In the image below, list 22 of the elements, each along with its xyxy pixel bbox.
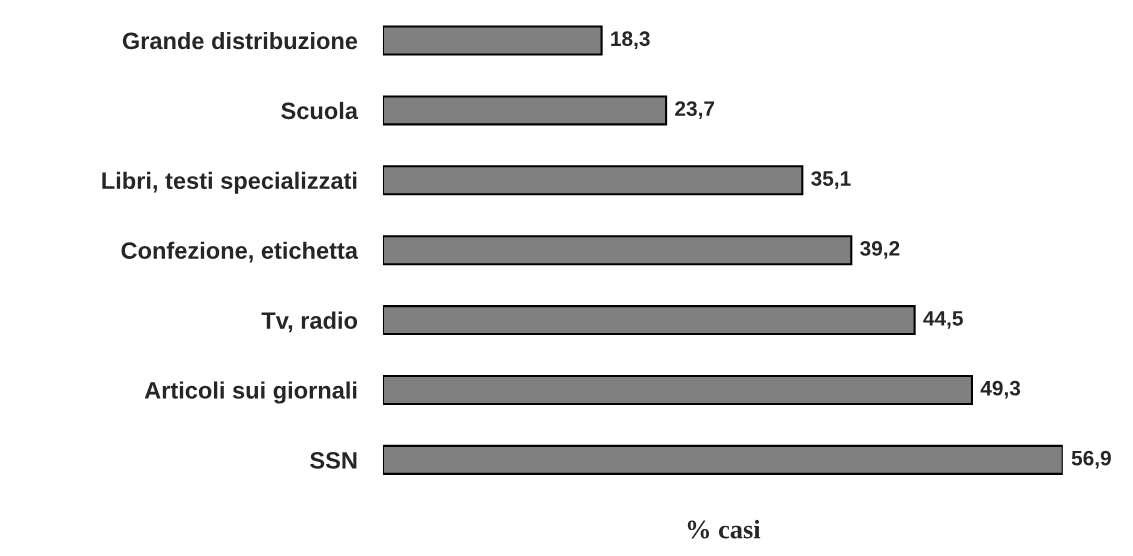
data-label: 44,5: [923, 311, 963, 329]
data-label: 35,1: [811, 171, 851, 189]
data-label: 49,3: [980, 380, 1021, 399]
bar: [382, 165, 804, 196]
y-tick-label: Articoli sui giornali: [144, 381, 357, 404]
data-label: 56,9: [1071, 450, 1111, 469]
bar: [382, 25, 603, 56]
y-tick-label: SSN: [310, 451, 357, 469]
bar: [382, 235, 853, 266]
y-tick-label: Tv, radio: [261, 311, 358, 333]
y-tick-label: Scuola: [281, 101, 359, 120]
data-label: 23,7: [675, 101, 715, 120]
data-label: 39,2: [860, 241, 900, 259]
y-tick-label: Libri, testi specializzati: [102, 171, 357, 194]
bar: [382, 305, 916, 336]
x-axis-title: % casi: [687, 519, 761, 539]
bar: [382, 374, 973, 406]
y-tick-label: Grande distribuzione: [122, 31, 358, 50]
y-tick-label: Confezione, etichetta: [121, 241, 359, 263]
bar: [382, 444, 1063, 475]
data-label: 18,3: [611, 31, 650, 50]
bar: [382, 95, 668, 126]
